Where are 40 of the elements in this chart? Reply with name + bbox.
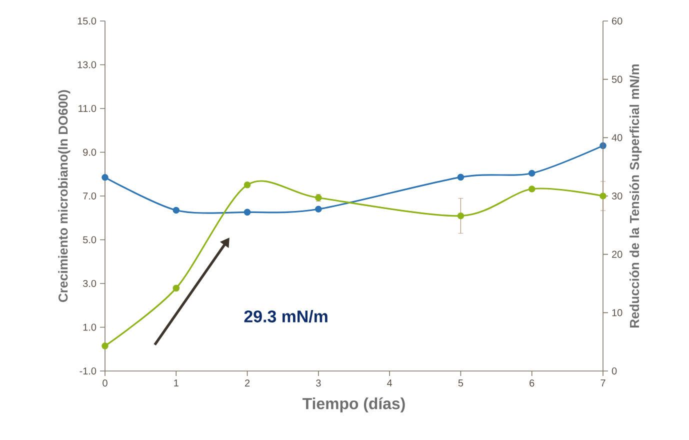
- x-tick-label: 3: [316, 380, 321, 387]
- y-tick-label: 3.0: [83, 280, 96, 288]
- y-tick-label: 13.0: [78, 61, 96, 68]
- y-tick-label: 1.0: [83, 324, 96, 331]
- point: [172, 206, 180, 214]
- point: [528, 170, 536, 177]
- point: [315, 206, 322, 213]
- point: [528, 186, 536, 192]
- x-tick-label: 1: [174, 380, 178, 386]
- y-tick-label: 7.0: [83, 192, 96, 200]
- y2-tick-label: 60: [612, 17, 622, 25]
- y-tick-label: 5.0: [83, 236, 96, 244]
- x-tick-label: 2: [245, 380, 250, 386]
- y-tick-label: 9.0: [83, 148, 96, 156]
- annotation: 29.3 mN/m: [244, 310, 328, 323]
- point: [102, 342, 108, 350]
- point: [244, 182, 251, 188]
- y-tick-label: -1.0: [80, 367, 96, 375]
- x-tick-label: 7: [600, 380, 606, 386]
- y2-tick-label: 0: [612, 367, 617, 375]
- x-tick-label: 5: [458, 380, 464, 386]
- point: [457, 174, 464, 181]
- y2-tick-label: 50: [612, 76, 622, 83]
- x-tick-label: 0: [102, 380, 108, 387]
- point: [172, 284, 180, 292]
- y2-tick-label: 40: [612, 134, 622, 142]
- point: [244, 208, 251, 216]
- point: [457, 212, 464, 220]
- y-axis-title: Crecimiento microbiano(ln DO600): [58, 90, 70, 302]
- y2-tick-label: 20: [612, 250, 622, 258]
- x-tick-label: 6: [530, 380, 534, 387]
- x-axis-title: Tiempo (días): [302, 397, 405, 412]
- point: [600, 192, 606, 200]
- y2-axis-title: Reducción de la Tensión Superficial mN/m: [629, 64, 642, 328]
- point: [102, 174, 108, 181]
- y2-tick-label: 30: [612, 192, 622, 200]
- y2-tick-label: 10: [612, 309, 622, 316]
- y-tick-label: 11.0: [78, 104, 96, 112]
- x-tick-label: 4: [387, 380, 392, 386]
- y-tick-label: 15.0: [78, 17, 96, 25]
